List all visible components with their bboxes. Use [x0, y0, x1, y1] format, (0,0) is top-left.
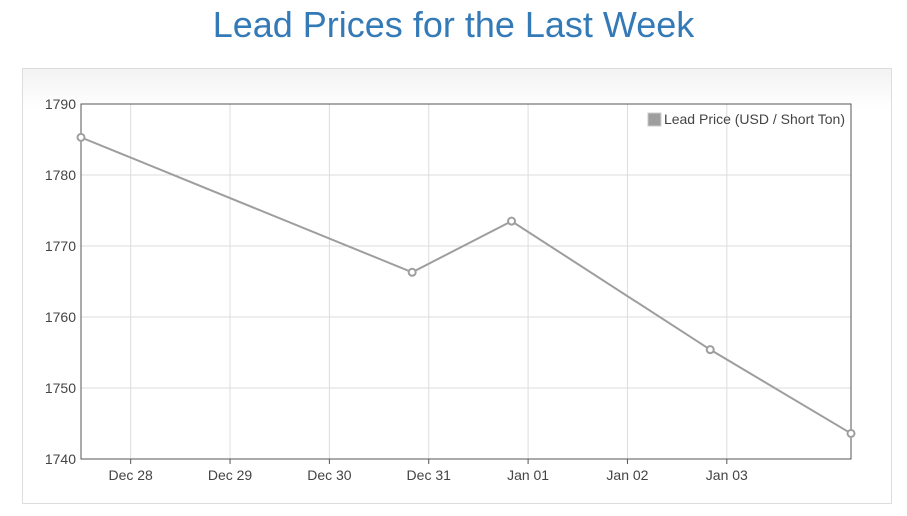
data-point[interactable] — [705, 345, 715, 355]
page-title: Lead Prices for the Last Week — [212, 4, 695, 45]
y-tick-label: 1750 — [45, 380, 76, 396]
x-tick-label: Jan 03 — [706, 467, 748, 483]
x-tick-label: Jan 01 — [507, 467, 549, 483]
x-tick-label: Jan 02 — [606, 467, 648, 483]
x-tick-label: Dec 31 — [407, 467, 452, 483]
x-tick-label: Dec 30 — [307, 467, 352, 483]
legend-swatch — [647, 112, 662, 127]
data-point[interactable] — [507, 216, 517, 226]
y-axis: 1790 1780 1770 1760 1750 1740 — [45, 96, 76, 467]
x-axis: Dec 28 Dec 29 Dec 30 Dec 31 Jan 01 Jan 02 Jan … — [108, 467, 748, 483]
grid — [81, 103, 851, 464]
data-point[interactable] — [407, 267, 417, 277]
plot-border — [80, 103, 852, 460]
y-tick-label: 1780 — [45, 167, 76, 183]
data-point[interactable] — [846, 428, 856, 438]
legend[interactable]: Lead Price (USD / Short Ton) — [647, 111, 845, 127]
series-line — [80, 136, 852, 435]
y-tick-label: 1740 — [45, 451, 76, 467]
chart-panel: 1790 1780 1770 1760 1750 1740 Dec 28 Dec 29 Dec… — [22, 68, 892, 504]
y-tick-label: 1760 — [45, 309, 76, 325]
y-tick-label: 1790 — [45, 96, 76, 112]
x-tick-label: Dec 29 — [208, 467, 253, 483]
legend-label: Lead Price (USD / Short Ton) — [664, 111, 845, 127]
series-layer — [76, 132, 856, 438]
data-point[interactable] — [76, 132, 86, 142]
x-tick-label: Dec 28 — [108, 467, 153, 483]
y-tick-label: 1770 — [45, 238, 76, 254]
